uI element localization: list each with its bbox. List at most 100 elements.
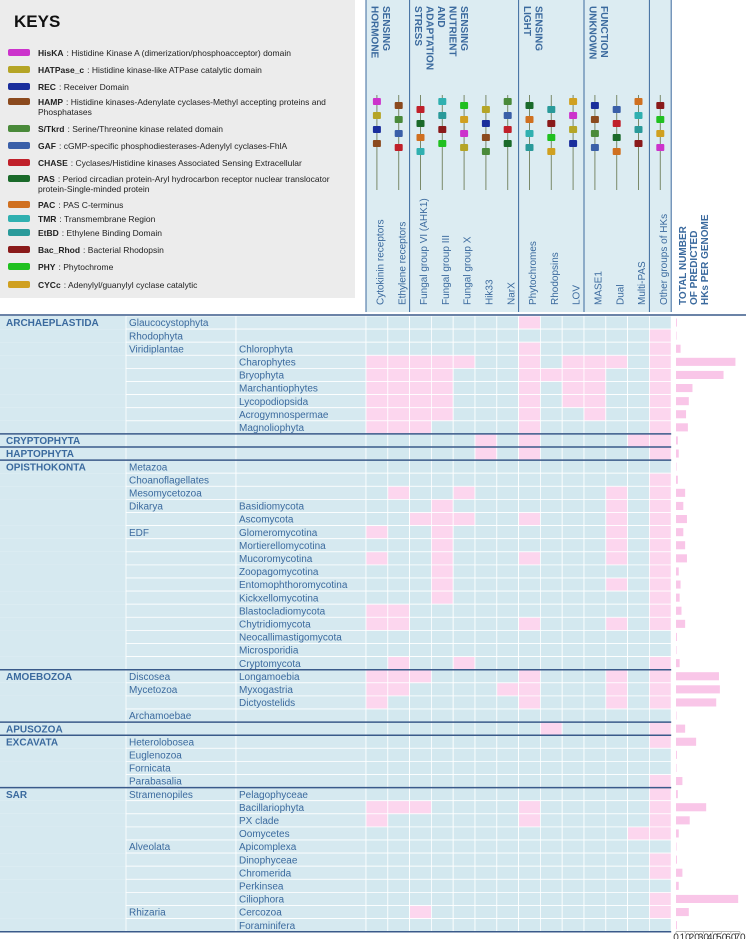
matrix-cell	[409, 459, 432, 474]
matrix-cell	[649, 315, 672, 330]
label-cell	[0, 407, 126, 421]
matrix-cell	[452, 643, 476, 658]
matrix-cell	[387, 708, 410, 723]
matrix-cell	[452, 433, 476, 448]
presence-cell	[409, 407, 432, 422]
key-abbr: GAF	[38, 141, 56, 151]
presence-cell	[649, 800, 672, 815]
subgroup-label: Mesomycetozoa	[129, 488, 202, 499]
key-icon	[8, 281, 30, 288]
matrix-cell	[540, 328, 563, 343]
matrix-cell	[583, 878, 607, 893]
matrix-cell	[409, 603, 432, 618]
matrix-cell	[430, 315, 454, 330]
matrix-cell	[540, 381, 563, 396]
matrix-cell	[627, 892, 650, 906]
presence-cell	[365, 407, 389, 422]
label-cell	[0, 761, 126, 775]
matrix-cell	[583, 721, 607, 736]
matrix-cell	[409, 878, 432, 893]
matrix-cell	[540, 525, 563, 540]
matrix-cell	[561, 525, 585, 540]
presence-cell	[430, 551, 454, 566]
group-header: STRESS	[412, 6, 423, 46]
group-header: FUNCTION	[598, 6, 609, 58]
matrix-cell	[561, 721, 585, 736]
matrix-cell	[496, 708, 519, 723]
matrix-cell	[430, 420, 454, 435]
taxon-label: Dinophyceae	[239, 855, 298, 866]
matrix-cell	[387, 865, 410, 880]
domain-icon	[612, 106, 621, 113]
presence-cell	[518, 407, 541, 422]
matrix-cell	[474, 551, 498, 566]
presence-cell	[409, 800, 432, 815]
label-cell	[235, 446, 367, 461]
presence-cell	[387, 669, 410, 684]
subgroup-label: Fornicata	[129, 764, 171, 775]
total-bar	[676, 724, 686, 733]
presence-cell	[365, 420, 389, 435]
matrix-cell	[627, 878, 650, 893]
matrix-cell	[540, 865, 563, 880]
matrix-cell	[409, 630, 432, 644]
domain-icon	[460, 144, 469, 151]
taxon-label: Cryptomycota	[239, 659, 301, 670]
matrix-cell	[540, 918, 563, 933]
key-sep: :	[66, 48, 72, 58]
matrix-cell	[430, 787, 454, 802]
matrix-cell	[583, 315, 607, 330]
presence-cell	[518, 446, 541, 461]
matrix-cell	[583, 616, 607, 631]
x-tick-label: 10	[680, 932, 692, 939]
matrix-cell	[387, 826, 410, 841]
matrix-cell	[496, 538, 519, 553]
matrix-cell	[452, 852, 476, 867]
matrix-cell	[496, 918, 519, 933]
matrix-cell	[518, 603, 541, 618]
matrix-cell	[605, 761, 628, 775]
subgroup-label: Dikarya	[129, 502, 163, 513]
matrix-cell	[387, 643, 410, 658]
presence-cell	[583, 354, 607, 369]
taxon-label: Ciliophora	[239, 895, 284, 906]
presence-cell	[430, 525, 454, 540]
matrix-cell	[583, 813, 607, 828]
key-abbr: TMR	[38, 214, 57, 224]
total-bar	[676, 737, 697, 746]
key-sep: :	[57, 174, 63, 184]
matrix-cell	[365, 918, 389, 933]
matrix-cell	[561, 485, 585, 500]
matrix-cell	[561, 813, 585, 828]
matrix-cell	[583, 734, 607, 749]
label-cell	[0, 892, 126, 906]
column-header: Multi-PAS	[637, 261, 648, 305]
matrix-cell	[474, 747, 498, 762]
presence-cell	[561, 394, 585, 409]
matrix-cell	[518, 839, 541, 854]
matrix-cell	[627, 538, 650, 553]
label-cell	[0, 329, 126, 343]
total-bar	[676, 750, 677, 759]
matrix-cell	[605, 590, 628, 605]
matrix-cell	[474, 630, 498, 644]
matrix-cell	[540, 761, 563, 775]
total-bar	[676, 318, 677, 327]
matrix-cell	[496, 367, 519, 382]
matrix-cell	[474, 407, 498, 422]
domain-icon	[612, 120, 621, 127]
matrix-cell	[430, 446, 454, 461]
presence-cell	[409, 354, 432, 369]
matrix-cell	[430, 472, 454, 487]
presence-cell	[605, 551, 628, 566]
label-cell	[0, 669, 126, 683]
label-cell	[0, 564, 126, 578]
label-cell	[0, 604, 126, 618]
matrix-cell	[474, 905, 498, 920]
matrix-cell	[387, 315, 410, 330]
matrix-cell	[387, 551, 410, 566]
presence-cell	[365, 603, 389, 618]
presence-cell	[649, 787, 672, 802]
taxon-label: Apicomplexa	[239, 842, 297, 853]
key-desc: Receiver Domain	[63, 82, 129, 92]
